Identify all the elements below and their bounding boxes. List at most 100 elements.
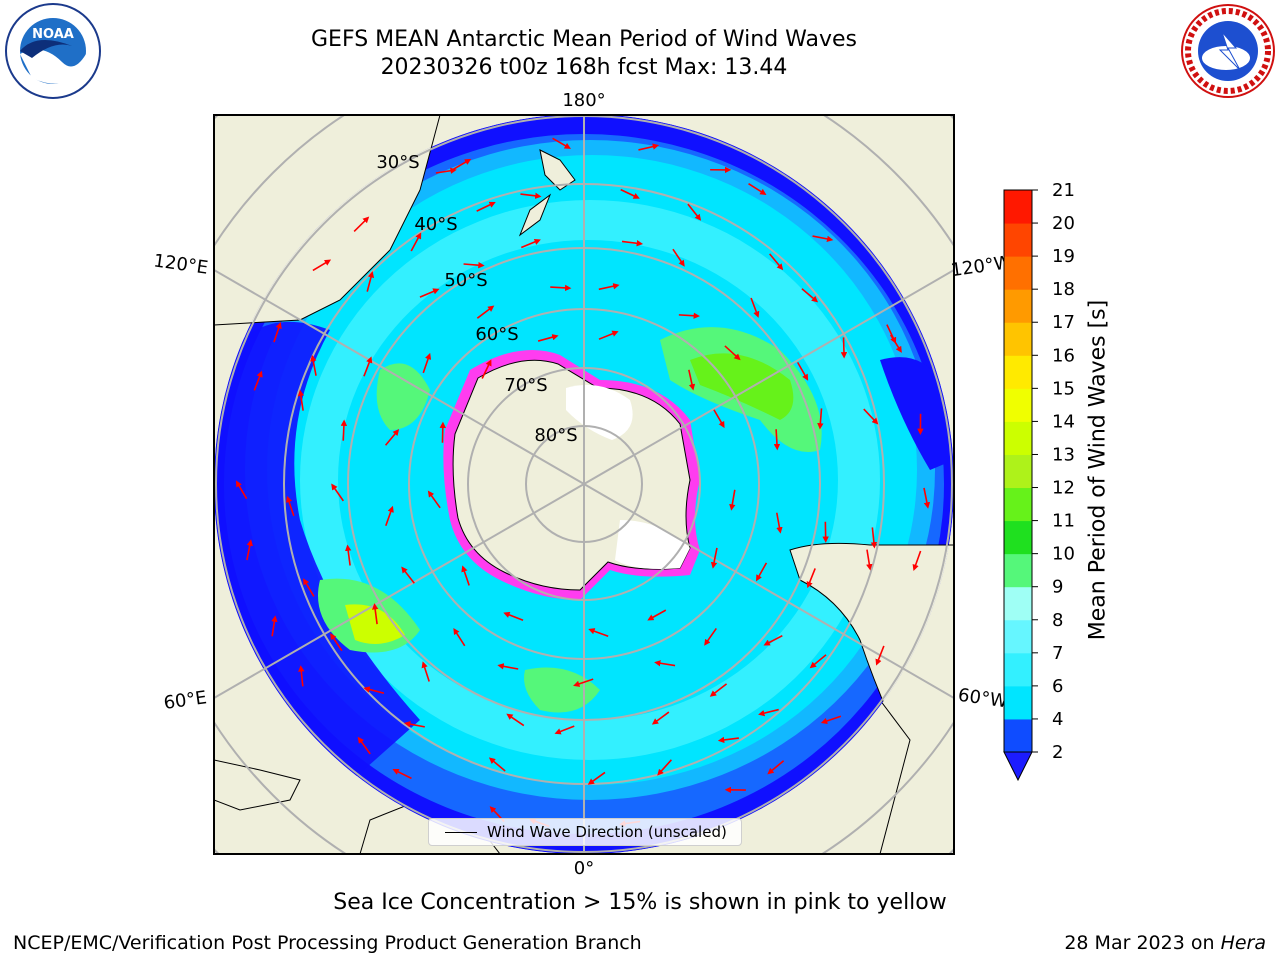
- lon-label-60w: 60°W: [957, 685, 1009, 713]
- sea-ice-caption: Sea Ice Concentration > 15% is shown in …: [333, 890, 947, 915]
- wind-wave-arrows: [235, 137, 931, 828]
- wind-wave-arrow: [620, 188, 640, 199]
- wind-wave-arrow: [870, 527, 878, 549]
- national-weather-service-logo: [1176, 2, 1280, 104]
- wind-wave-arrow: [875, 645, 885, 666]
- colorbar-tick-label: 2: [1052, 742, 1063, 763]
- colorbar-segment: [1004, 289, 1032, 323]
- wind-wave-arrow: [809, 654, 827, 669]
- wind-wave-arrow: [621, 240, 644, 247]
- wind-wave-arrow: [806, 568, 816, 589]
- wind-wave-arrow: [488, 757, 506, 772]
- colorbar-tick-label: 21: [1052, 180, 1075, 201]
- wind-wave-arrow: [476, 201, 496, 212]
- wind-wave-arrow: [422, 352, 432, 374]
- wind-wave-arrow: [298, 665, 305, 687]
- colorbar-tick-label: 16: [1052, 345, 1075, 366]
- wind-wave-arrow: [419, 288, 440, 298]
- colorbar-tick-label: 10: [1052, 544, 1075, 565]
- wind-wave-arrow: [598, 330, 619, 340]
- wind-wave-arrow: [912, 550, 922, 571]
- wind-wave-arrow: [638, 143, 660, 151]
- wind-wave-arrow: [253, 370, 263, 391]
- colorbar-tick-label: 4: [1052, 709, 1063, 730]
- colorbar-segment: [1004, 520, 1032, 555]
- wind-wave-arrow: [463, 261, 485, 269]
- wind-wave-arrow: [476, 305, 495, 319]
- wind-wave-arrow: [331, 483, 344, 502]
- wind-wave-arrow: [363, 356, 373, 377]
- wind-wave-arrow: [427, 490, 441, 509]
- wind-wave-arrow: [687, 203, 702, 221]
- wind-wave-arrow: [506, 713, 525, 727]
- wind-wave-arrow: [573, 678, 594, 687]
- wind-wave-arrow: [817, 408, 824, 430]
- wind-wave-arrow: [688, 369, 696, 391]
- wind-wave-arrow: [340, 419, 348, 441]
- wind-wave-arrow: [709, 683, 728, 697]
- wind-wave-arrow: [923, 487, 931, 509]
- wind-wave-arrow: [552, 137, 571, 149]
- weddell-ice-shelf: [615, 520, 690, 569]
- legend-label: Wind Wave Direction (unscaled): [487, 823, 727, 841]
- wind-wave-arrow: [537, 334, 559, 342]
- wind-wave-arrow: [235, 480, 248, 500]
- wind-wave-arrow: [773, 429, 781, 451]
- wind-wave-arrow: [672, 248, 685, 267]
- wind-wave-arrow: [750, 297, 760, 318]
- wind-wave-arrow: [748, 183, 767, 195]
- map-subtitle: 20230326 t00z 168h fcst Max: 13.44: [380, 55, 788, 80]
- wind-wave-arrow: [775, 512, 783, 534]
- colorbar-tick-label: 9: [1052, 577, 1063, 598]
- wind-wave-arrow: [812, 235, 834, 243]
- lat-label-50s: 50°S: [444, 270, 487, 291]
- colorbar-tick-label: 17: [1052, 312, 1075, 333]
- wind-wave-arrow: [520, 192, 542, 199]
- colorbar-tick-label: 6: [1052, 676, 1063, 697]
- wind-wave-arrow: [678, 312, 701, 319]
- colorbar-tick-label: 19: [1052, 246, 1075, 267]
- colorbar-segment: [1004, 256, 1032, 290]
- wind-wave-arrow: [453, 627, 466, 647]
- wind-wave-arrow: [421, 661, 430, 682]
- lat-label-40s: 40°S: [414, 214, 457, 235]
- wind-wave-arrow: [840, 337, 848, 359]
- colorbar-tick-label: 11: [1052, 511, 1075, 532]
- wind-wave-arrow: [385, 505, 394, 527]
- wind-wave-arrow: [758, 708, 779, 717]
- wind-wave-arrow: [550, 284, 572, 292]
- wind-wave-arrow: [246, 539, 253, 561]
- wind-wave-arrow: [889, 334, 902, 353]
- footer-date: 28 Mar 2023 on Hera: [1064, 932, 1266, 954]
- colorbar-segment: [1004, 619, 1032, 654]
- wind-wave-arrow: [410, 232, 422, 252]
- wind-wave-arrow: [710, 547, 718, 569]
- lat-label-70s: 70°S: [504, 375, 547, 396]
- legend-line-icon: [445, 831, 477, 833]
- footer-branch: NCEP/EMC/Verification Post Processing Pr…: [13, 932, 642, 954]
- wind-wave-arrow: [820, 715, 842, 724]
- wind-wave-arrow: [330, 633, 343, 652]
- wind-wave-arrow: [763, 635, 783, 646]
- colorbar-segment: [1004, 586, 1032, 621]
- colorbar: 2 4 6 7 8 9 10 11 12 13 14 15 16 17 18 19 20 21: [1003, 180, 1075, 782]
- colorbar-frame: [1003, 189, 1033, 753]
- wind-wave-arrow: [554, 725, 575, 735]
- colorbar-segment: [1004, 355, 1032, 389]
- wind-wave-arrow: [717, 736, 739, 744]
- wind-wave-arrow: [651, 711, 670, 725]
- colorbar-tick-label: 18: [1052, 279, 1075, 300]
- wind-wave-arrow: [353, 216, 370, 232]
- wind-wave-arrow: [303, 578, 315, 597]
- wind-wave-arrow: [769, 253, 784, 271]
- wind-wave-arrow: [796, 361, 809, 381]
- wind-wave-arrow: [371, 603, 379, 625]
- wind-wave-arrow: [366, 271, 375, 292]
- wind-wave-arrow: [587, 771, 606, 785]
- colorbar-segment: [1004, 190, 1032, 224]
- wind-wave-arrow: [435, 167, 457, 174]
- wind-wave-arrow: [520, 238, 541, 249]
- wind-wave-arrow: [481, 359, 492, 379]
- lat-label-60s: 60°S: [475, 324, 518, 345]
